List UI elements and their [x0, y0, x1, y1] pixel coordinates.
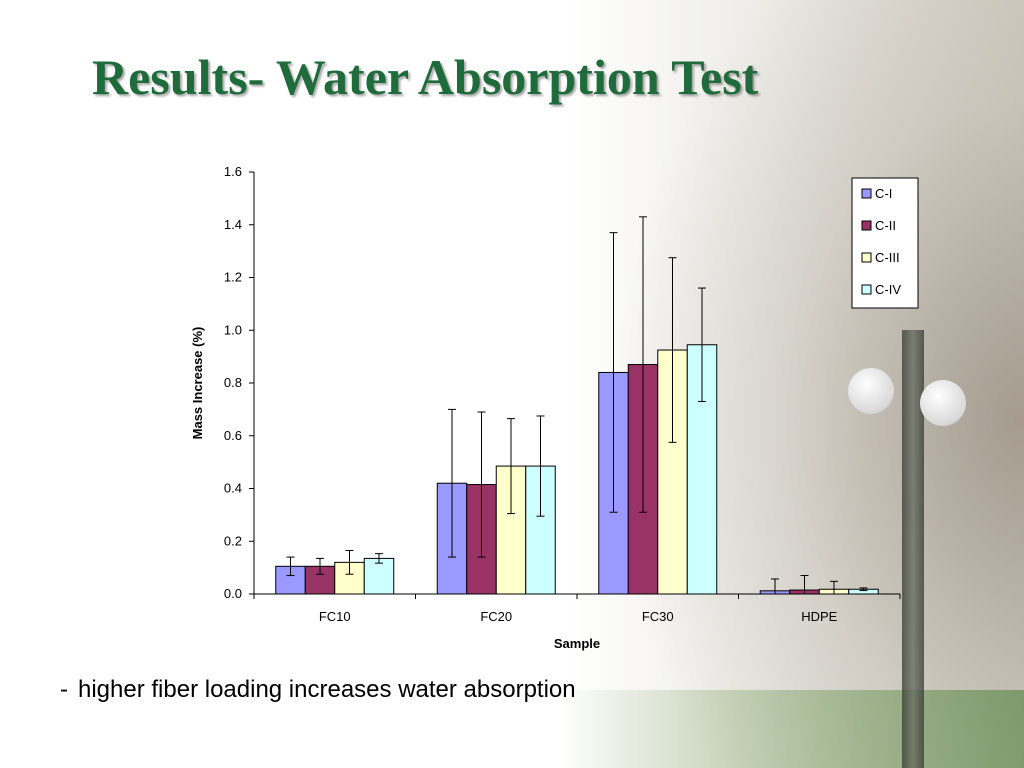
y-tick-label: 1.2 — [224, 270, 242, 285]
lamp-globe-left — [848, 368, 894, 414]
lamp-globe-right — [920, 380, 966, 426]
x-tick-label: FC20 — [480, 609, 512, 624]
legend-label-c-ii: C-II — [875, 218, 896, 233]
bullet-point: - higher fiber loading increases water ab… — [60, 676, 576, 704]
legend-label-c-iv: C-IV — [875, 282, 901, 297]
grass-background — [560, 690, 1024, 768]
y-tick-label: 1.4 — [224, 217, 242, 232]
y-tick-label: 0.2 — [224, 533, 242, 548]
slide-title: Results- Water Absorption Test — [92, 49, 759, 105]
bullet-text: higher fiber loading increases water abs… — [78, 676, 576, 703]
y-tick-label: 1.6 — [224, 164, 242, 179]
legend-label-c-iii: C-III — [875, 250, 900, 265]
y-tick-label: 0.8 — [224, 375, 242, 390]
y-tick-label: 1.0 — [224, 322, 242, 337]
legend-swatch-c-iv — [861, 284, 872, 295]
legend-swatch-c-iii — [861, 252, 872, 263]
y-tick-label: 0.4 — [224, 481, 242, 496]
x-tick-label: HDPE — [801, 609, 837, 624]
x-tick-label: FC10 — [319, 609, 351, 624]
legend-swatch-c-ii — [861, 220, 872, 231]
y-tick-label: 0.6 — [224, 428, 242, 443]
legend-swatch-c-i — [861, 188, 872, 199]
legend-label-c-i: C-I — [875, 186, 892, 201]
lamp-post-image — [902, 330, 924, 768]
y-axis-label: Mass Increase (%) — [190, 327, 205, 440]
x-axis-label: Sample — [554, 636, 600, 651]
y-tick-label: 0.0 — [224, 586, 242, 601]
bullet-marker: - — [60, 676, 68, 703]
bar-c-iv-fc10 — [363, 557, 395, 595]
x-tick-label: FC30 — [642, 609, 674, 624]
